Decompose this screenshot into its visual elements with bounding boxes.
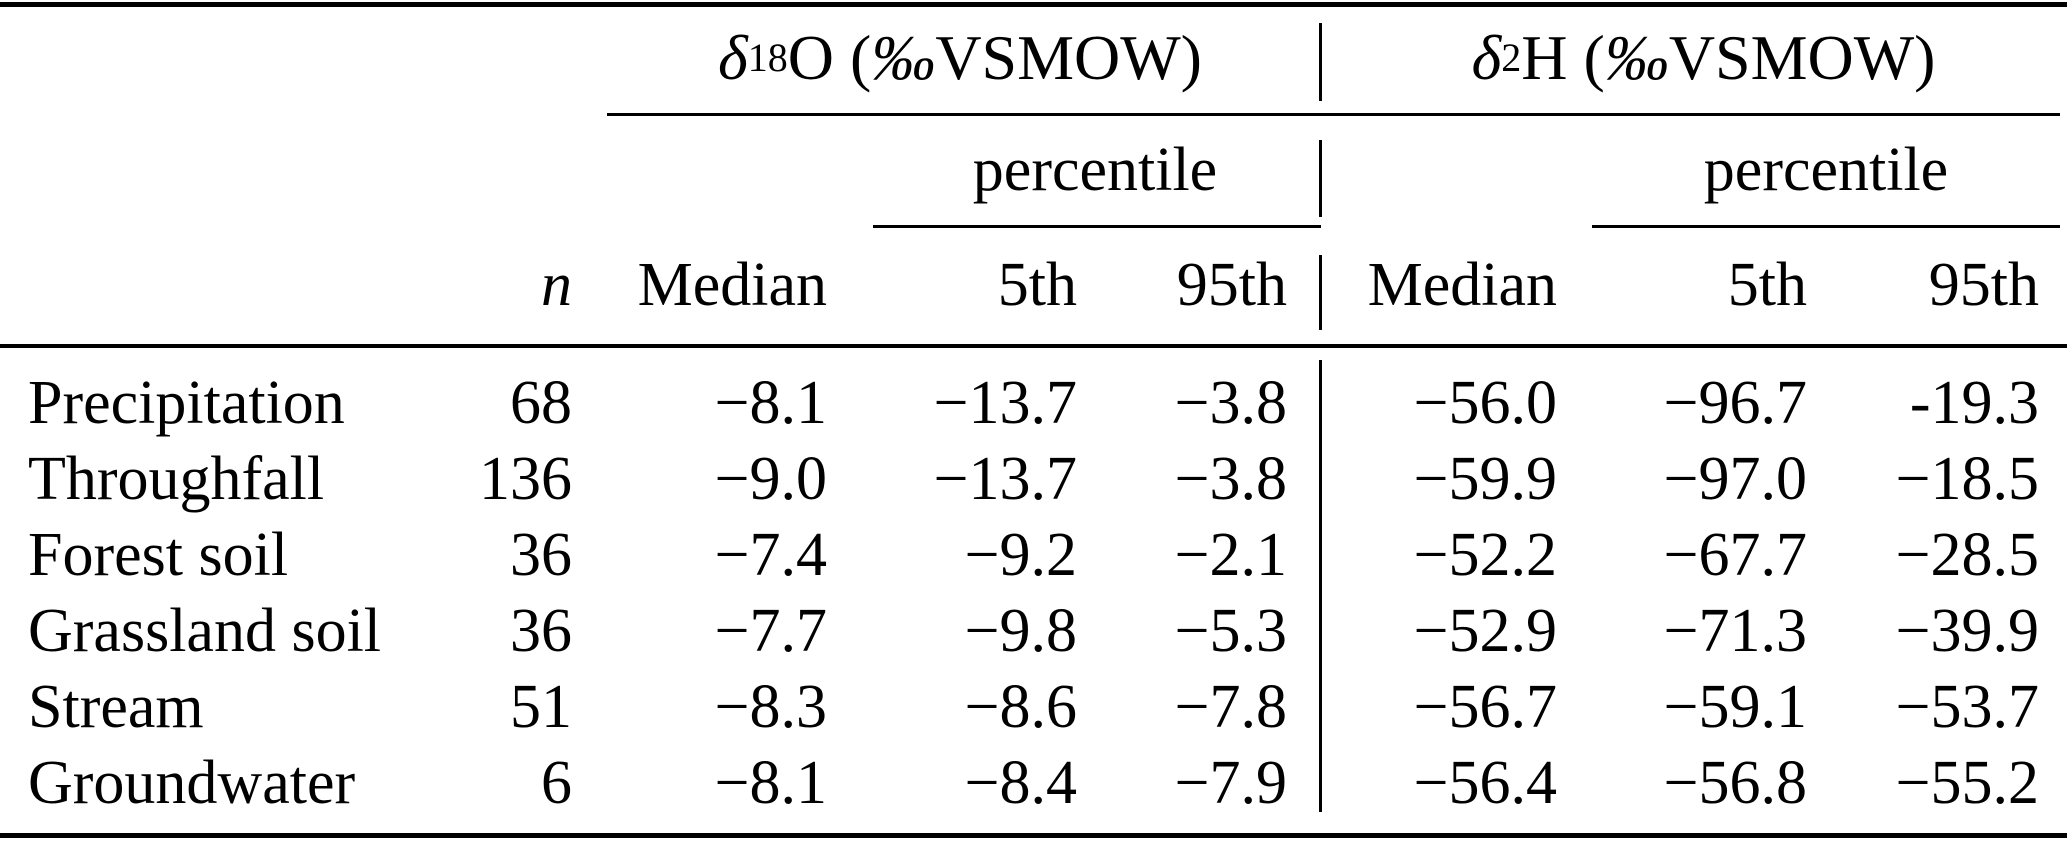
data-cell: −3.8 [1174,369,1287,437]
data-cell: −9.8 [964,597,1077,665]
data-cell: −7.4 [714,521,827,589]
sample-count: 51 [510,673,572,741]
data-cell: −9.2 [964,521,1077,589]
group-divider-segment-1 [1319,23,1322,101]
data-cell: −8.1 [714,749,827,817]
unit-open-paren [1568,26,1584,90]
data-cell: −39.9 [1895,597,2039,665]
element-symbol: O [787,21,834,93]
row-label: Forest soil [28,521,289,589]
data-cell: −56.4 [1413,749,1557,817]
data-cell: −13.7 [933,445,1077,513]
row-label: Groundwater [28,749,356,817]
row-label: Grassland soil [28,597,382,665]
column-header-95th-h2: 95th [1928,251,2039,319]
data-cell: −2.1 [1174,521,1287,589]
percentile-subheader-h2: percentile [1703,136,1949,204]
column-header-n: n [541,251,572,319]
data-cell: −52.2 [1413,521,1557,589]
data-cell: −5.3 [1174,597,1287,665]
row-label: Stream [28,673,204,741]
data-cell: −7.8 [1174,673,1287,741]
data-cell: −8.4 [964,749,1077,817]
unit-rest: VSMOW) [935,21,1202,93]
data-cell: −8.1 [714,369,827,437]
sample-count: 36 [510,521,572,589]
column-header-95th-o18: 95th [1176,251,1287,319]
data-cell: −56.8 [1663,749,1807,817]
sample-count: 136 [479,445,572,513]
sample-count: 6 [541,749,572,817]
data-cell: −53.7 [1895,673,2039,741]
data-cell: −59.1 [1663,673,1807,741]
data-cell: −13.7 [933,369,1077,437]
data-cell: −8.6 [964,673,1077,741]
unit-open: ( [850,21,872,93]
data-cell: −55.2 [1895,749,2039,817]
unit-rest: VSMOW) [1668,21,1936,93]
group-header-underline [607,113,2060,116]
data-cell: −8.3 [714,673,827,741]
group-divider-segment-4 [1319,360,1322,812]
data-cell: −71.3 [1663,597,1807,665]
data-cell: −56.0 [1413,369,1557,437]
data-cell: −18.5 [1895,445,2039,513]
row-label: Throughfall [28,445,325,513]
data-cell: −7.9 [1174,749,1287,817]
data-cell: −52.9 [1413,597,1557,665]
data-cell: −97.0 [1663,445,1807,513]
sample-count: 68 [510,369,572,437]
unit-open: ( [1583,21,1605,93]
data-cell: -19.3 [1909,369,2039,437]
data-cell: −28.5 [1895,521,2039,589]
percentile-underline-h2 [1592,225,2060,228]
data-cell: −67.7 [1663,521,1807,589]
sample-count: 36 [510,597,572,665]
header-underline [0,344,2067,348]
column-header-5th-h2: 5th [1727,251,1807,319]
bottom-rule [0,833,2067,838]
row-label: Precipitation [28,369,345,437]
data-cell: −7.7 [714,597,827,665]
top-rule [0,2,2067,7]
unit-open-paren [834,26,850,90]
percentile-underline-o18 [873,225,1321,228]
data-cell: −3.8 [1174,445,1287,513]
data-cell: −96.7 [1663,369,1807,437]
element-symbol: H [1521,21,1568,93]
column-header-5th-o18: 5th [997,251,1077,319]
column-header-median-o18: Median [637,251,827,319]
delta-symbol: δ [1471,21,1502,93]
permil-symbol: ‰ [1604,21,1669,93]
data-cell: −59.9 [1413,445,1557,513]
column-header-median-h2: Median [1367,251,1557,319]
delta-symbol: δ [718,21,748,93]
permil-symbol: ‰ [871,21,936,93]
percentile-subheader-o18: percentile [972,136,1218,204]
group-divider-segment-3 [1319,255,1322,330]
data-cell: −56.7 [1413,673,1557,741]
group-divider-segment-2 [1319,140,1322,217]
group-header-d18o: δ 18 O (‰ VSMOW) [718,21,1202,93]
data-cell: −9.0 [714,445,827,513]
